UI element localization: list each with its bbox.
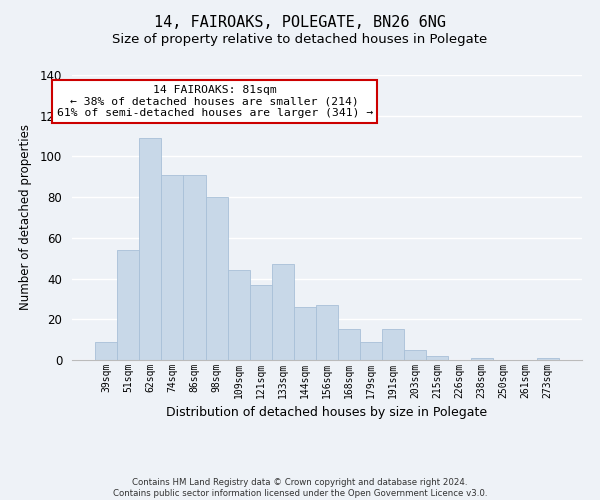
X-axis label: Distribution of detached houses by size in Polegate: Distribution of detached houses by size …	[166, 406, 488, 420]
Bar	[537, 358, 559, 360]
Bar	[272, 264, 294, 360]
Bar	[470, 358, 493, 360]
Bar	[95, 342, 117, 360]
Bar	[250, 284, 272, 360]
Y-axis label: Number of detached properties: Number of detached properties	[19, 124, 32, 310]
Bar	[427, 356, 448, 360]
Bar	[139, 138, 161, 360]
Bar	[227, 270, 250, 360]
Text: 14, FAIROAKS, POLEGATE, BN26 6NG: 14, FAIROAKS, POLEGATE, BN26 6NG	[154, 15, 446, 30]
Bar	[184, 175, 206, 360]
Bar	[161, 175, 184, 360]
Bar	[382, 330, 404, 360]
Bar	[404, 350, 427, 360]
Bar	[206, 197, 227, 360]
Bar	[338, 330, 360, 360]
Text: Contains HM Land Registry data © Crown copyright and database right 2024.
Contai: Contains HM Land Registry data © Crown c…	[113, 478, 487, 498]
Bar	[294, 307, 316, 360]
Text: Size of property relative to detached houses in Polegate: Size of property relative to detached ho…	[112, 32, 488, 46]
Bar	[316, 305, 338, 360]
Bar	[360, 342, 382, 360]
Bar	[117, 250, 139, 360]
Text: 14 FAIROAKS: 81sqm
← 38% of detached houses are smaller (214)
61% of semi-detach: 14 FAIROAKS: 81sqm ← 38% of detached hou…	[56, 85, 373, 118]
